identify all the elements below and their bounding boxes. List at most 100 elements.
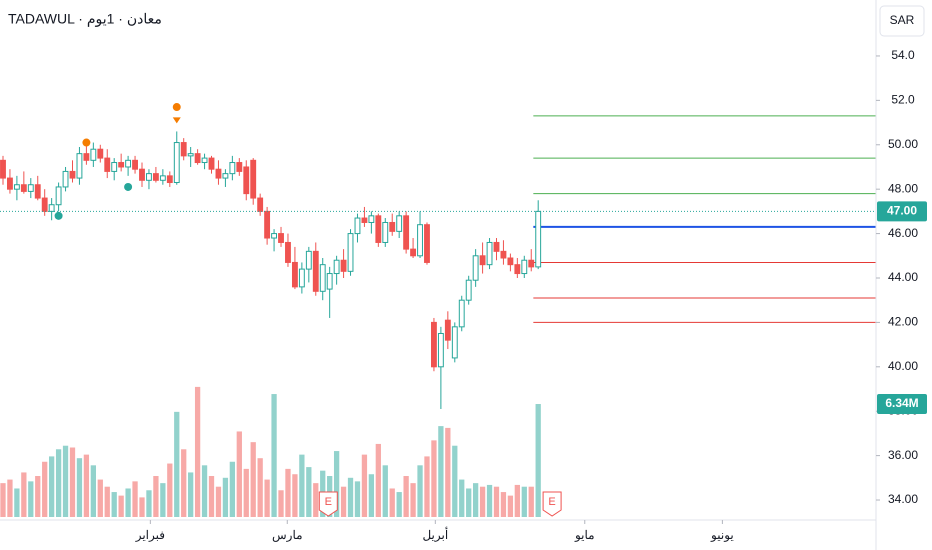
candle-body bbox=[305, 250, 312, 270]
x-tick-label: يونيو bbox=[710, 528, 734, 542]
candle-body bbox=[243, 166, 250, 195]
candle-body bbox=[458, 299, 465, 328]
candle-body bbox=[194, 153, 201, 164]
candle-body bbox=[97, 148, 104, 159]
volume-bar bbox=[132, 481, 138, 517]
last-volume-box bbox=[877, 394, 927, 415]
volume-bar bbox=[472, 483, 479, 517]
volume-bar bbox=[90, 465, 96, 517]
volume-bar bbox=[49, 456, 55, 517]
candle-body bbox=[236, 162, 243, 172]
candle-body bbox=[20, 184, 27, 192]
candle-body bbox=[472, 255, 479, 281]
candle-body bbox=[271, 233, 277, 239]
y-tick-label: 50.00 bbox=[888, 137, 918, 151]
volume-bar bbox=[424, 456, 430, 517]
volume-bar bbox=[167, 463, 173, 517]
candle-body bbox=[83, 153, 90, 161]
candle-body bbox=[521, 259, 528, 275]
candle-body bbox=[222, 173, 229, 179]
volume-bar bbox=[118, 495, 124, 517]
volume-bar bbox=[452, 445, 458, 517]
volume-bar bbox=[14, 488, 20, 517]
candle-body bbox=[257, 197, 264, 212]
last-volume-label: 6.34M bbox=[885, 396, 918, 410]
currency-box[interactable] bbox=[879, 5, 925, 37]
candle-body bbox=[139, 168, 145, 181]
candle-body bbox=[48, 204, 55, 212]
candle-body bbox=[90, 148, 97, 161]
candle-body bbox=[465, 279, 472, 301]
candle-body bbox=[493, 241, 500, 252]
volume-bar bbox=[236, 431, 242, 517]
volume-bar bbox=[271, 394, 277, 517]
y-tick-label: 48.00 bbox=[888, 181, 918, 195]
candle-body bbox=[382, 221, 389, 243]
volume-bar bbox=[194, 386, 201, 517]
volume-bar bbox=[125, 488, 131, 517]
y-tick-label: 34.00 bbox=[888, 492, 918, 506]
volume-bar bbox=[306, 467, 312, 517]
candle-body bbox=[173, 142, 180, 184]
candle-body bbox=[187, 153, 194, 157]
candle-body bbox=[479, 255, 486, 266]
earnings-label: E bbox=[325, 496, 332, 508]
volume-bar bbox=[160, 483, 166, 517]
candle-body bbox=[159, 175, 166, 181]
volume-bar bbox=[507, 495, 514, 517]
volume-bar bbox=[333, 451, 340, 517]
volume-bar bbox=[229, 461, 236, 517]
volume-bar bbox=[181, 449, 187, 517]
volume-bar bbox=[313, 483, 319, 517]
candle-body bbox=[278, 233, 284, 243]
candle-body bbox=[69, 170, 76, 179]
candle-body bbox=[76, 153, 83, 179]
candle-body bbox=[368, 215, 375, 223]
volume-bar bbox=[76, 458, 83, 517]
earnings-label: E bbox=[548, 496, 555, 508]
volume-bar bbox=[382, 465, 388, 517]
volume-bar bbox=[292, 474, 298, 517]
volume-bar bbox=[62, 445, 69, 517]
volume-bar bbox=[208, 476, 215, 517]
candle-body bbox=[410, 248, 417, 257]
candle-body bbox=[312, 250, 319, 292]
candle-body bbox=[333, 259, 340, 275]
candle-body bbox=[500, 250, 507, 259]
currency[interactable]: SAR bbox=[890, 13, 915, 27]
candle-body bbox=[180, 142, 187, 157]
volume-bar bbox=[375, 443, 381, 517]
candle-body bbox=[208, 157, 215, 170]
volume-bar bbox=[250, 442, 256, 517]
signal-dot bbox=[82, 138, 91, 147]
candle-body bbox=[340, 259, 347, 272]
volume-bar bbox=[0, 483, 6, 517]
candle-body bbox=[347, 233, 354, 272]
candle-body bbox=[486, 241, 493, 266]
y-tick-label: 40.00 bbox=[888, 359, 918, 373]
volume-bar bbox=[139, 497, 145, 517]
volume-bar bbox=[97, 479, 103, 517]
y-tick-label: 46.00 bbox=[888, 226, 918, 240]
volume-bar bbox=[368, 474, 375, 517]
volume-bar bbox=[55, 449, 62, 517]
candle-body bbox=[528, 259, 535, 268]
volume-bar bbox=[174, 411, 180, 517]
volume-bar bbox=[347, 477, 354, 517]
volume-bar bbox=[188, 472, 194, 517]
volume-bar bbox=[493, 486, 500, 517]
candle-body bbox=[7, 177, 13, 190]
plot-area bbox=[0, 103, 876, 517]
candle-body bbox=[201, 157, 208, 164]
volume-bar bbox=[410, 483, 416, 517]
candle-body bbox=[13, 184, 20, 190]
x-tick-label: مايو bbox=[574, 528, 595, 542]
y-tick-label: 42.00 bbox=[888, 315, 918, 329]
signal-arrow bbox=[172, 117, 181, 124]
signal-dot bbox=[172, 103, 181, 112]
volume-bar bbox=[403, 476, 409, 517]
volume-bar bbox=[111, 492, 117, 517]
volume-bar bbox=[445, 427, 451, 517]
volume-bar bbox=[431, 440, 437, 517]
